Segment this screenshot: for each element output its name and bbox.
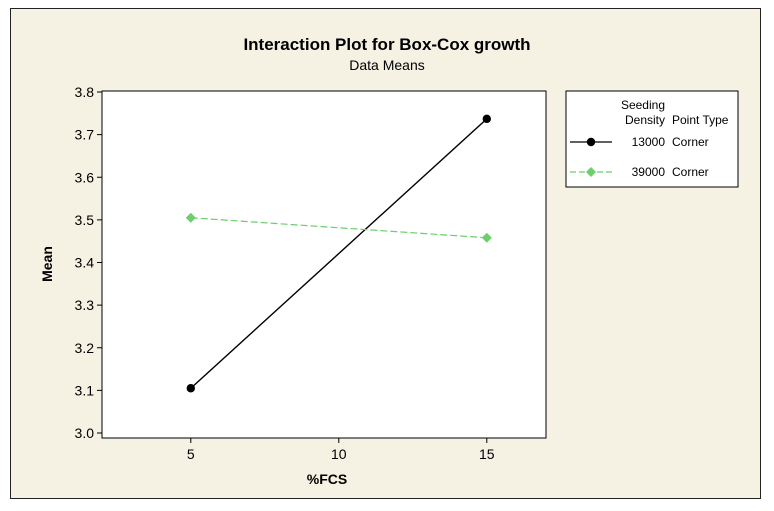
x-tick-label: 5: [187, 446, 195, 462]
x-axis: 5 10 15: [187, 438, 495, 462]
y-tick-label: 3.5: [75, 212, 95, 228]
y-tick-label: 3.4: [75, 255, 95, 271]
y-tick-label: 3.2: [75, 340, 95, 356]
chart-subtitle: Data Means: [349, 57, 424, 73]
legend-marker-13000: [586, 137, 596, 147]
x-tick-label: 15: [479, 446, 495, 462]
series-line-13000: [190, 118, 488, 389]
y-tick-label: 3.6: [75, 169, 95, 185]
legend-point-type-13000: Corner: [672, 135, 709, 149]
data-point-39000: [185, 212, 196, 223]
legend-density-13000: 13000: [632, 135, 666, 149]
y-tick-label: 3.3: [75, 297, 95, 313]
legend-header-seeding: Seeding: [621, 98, 665, 112]
plot-area: [101, 90, 547, 439]
y-axis: 3.0 3.1 3.2 3.3 3.4 3.5 3.6 3.7 3.8: [75, 84, 102, 441]
chart-title: Interaction Plot for Box-Cox growth: [243, 35, 530, 54]
x-axis-label: %FCS: [307, 471, 347, 487]
y-tick-label: 3.0: [75, 425, 95, 441]
legend-entries: 13000 Corner 39000 Corner: [570, 135, 709, 179]
y-axis-label: Mean: [39, 246, 55, 282]
data-point-39000: [481, 232, 492, 243]
y-tick-label: 3.7: [75, 127, 95, 143]
legend-marker-39000: [586, 167, 596, 177]
data-point-13000: [186, 384, 195, 393]
y-tick-label: 3.1: [75, 382, 95, 398]
legend-density-39000: 39000: [632, 165, 666, 179]
legend-header-density: Density: [625, 113, 665, 127]
legend-header-point-type: Point Type: [672, 113, 729, 127]
legend: Seeding Density Point Type 13000 Corner 39…: [565, 90, 739, 188]
x-tick-label: 10: [331, 446, 347, 462]
legend-point-type-39000: Corner: [672, 165, 709, 179]
y-tick-label: 3.8: [75, 84, 95, 100]
series-layer: [185, 114, 492, 393]
data-point-13000: [482, 114, 491, 124]
